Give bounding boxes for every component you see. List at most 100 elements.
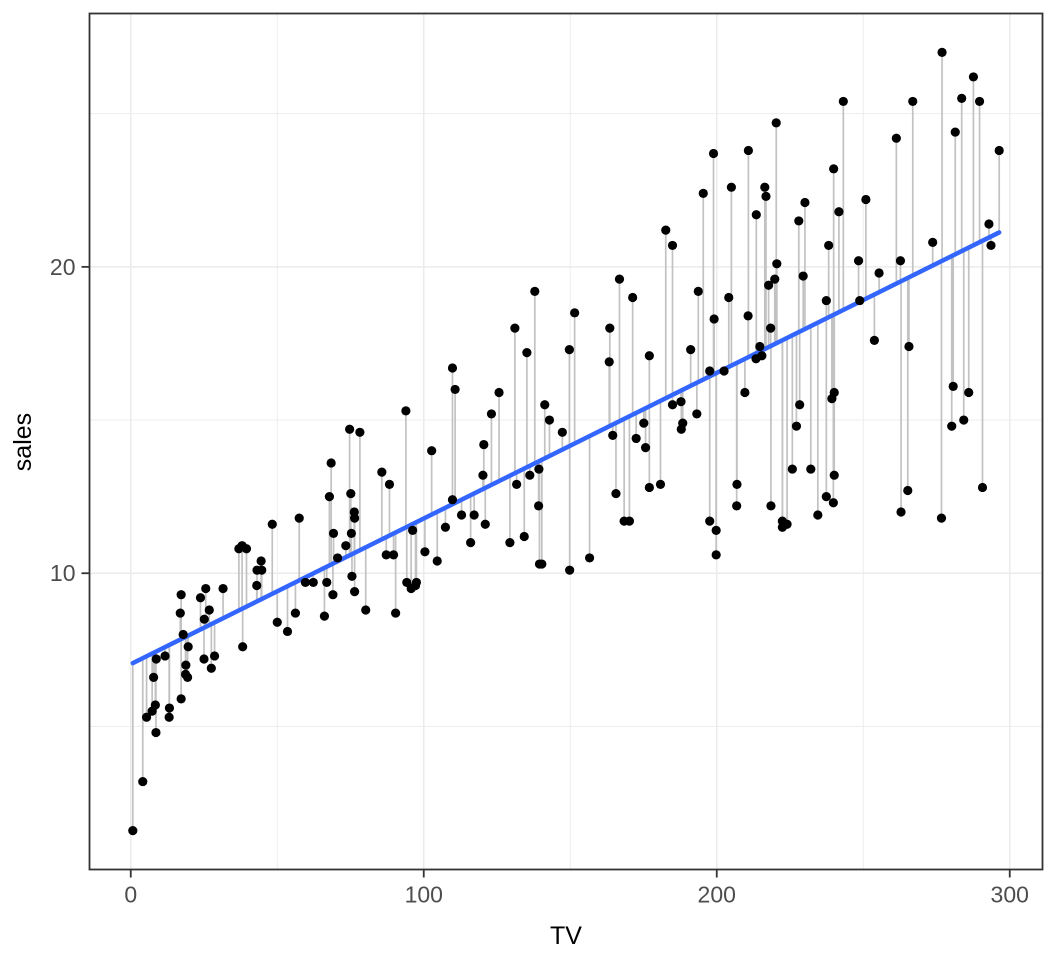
data-point bbox=[181, 660, 191, 670]
data-point bbox=[206, 663, 216, 673]
data-point bbox=[241, 544, 252, 554]
data-point bbox=[676, 397, 686, 407]
data-point bbox=[891, 133, 901, 143]
data-point bbox=[570, 308, 580, 318]
data-point bbox=[984, 219, 994, 229]
data-point bbox=[794, 216, 804, 226]
data-point bbox=[806, 464, 816, 474]
data-point bbox=[813, 510, 823, 520]
data-point bbox=[282, 626, 293, 637]
data-point bbox=[534, 559, 545, 569]
data-point bbox=[751, 210, 761, 220]
data-point bbox=[644, 482, 654, 493]
data-point bbox=[450, 384, 460, 395]
x-tick-label: 300 bbox=[991, 882, 1029, 908]
data-point bbox=[141, 712, 152, 722]
data-point bbox=[432, 556, 442, 566]
data-point bbox=[401, 406, 411, 416]
data-point bbox=[176, 590, 186, 600]
data-point bbox=[427, 446, 437, 456]
data-point bbox=[904, 341, 914, 352]
data-point bbox=[977, 482, 988, 493]
data-point bbox=[290, 608, 301, 618]
data-point bbox=[384, 479, 395, 489]
data-point bbox=[800, 197, 810, 208]
data-point bbox=[757, 351, 767, 361]
data-point bbox=[608, 430, 618, 440]
data-point bbox=[655, 479, 666, 489]
data-point bbox=[661, 225, 671, 235]
data-point bbox=[761, 191, 771, 202]
data-point bbox=[821, 492, 831, 502]
data-point bbox=[209, 651, 220, 661]
data-point bbox=[994, 145, 1004, 156]
data-point bbox=[391, 608, 401, 618]
data-point bbox=[838, 96, 848, 107]
data-point bbox=[534, 501, 544, 511]
data-point bbox=[936, 513, 947, 523]
data-point bbox=[861, 194, 871, 205]
data-point bbox=[732, 501, 742, 511]
data-point bbox=[708, 148, 719, 159]
y-tick-label: 10 bbox=[50, 560, 76, 586]
x-tick-label: 200 bbox=[698, 882, 736, 908]
data-point bbox=[361, 605, 371, 615]
data-point bbox=[149, 672, 159, 683]
data-point bbox=[544, 415, 555, 425]
data-point bbox=[256, 556, 266, 566]
data-point bbox=[138, 776, 148, 787]
data-point bbox=[957, 93, 967, 103]
data-point bbox=[772, 259, 782, 269]
data-point bbox=[388, 550, 399, 560]
data-point bbox=[218, 583, 228, 594]
data-point bbox=[381, 550, 391, 560]
data-point bbox=[719, 366, 729, 376]
data-point bbox=[584, 553, 595, 563]
data-point bbox=[874, 268, 884, 278]
data-point bbox=[743, 145, 753, 156]
data-point bbox=[308, 577, 318, 588]
data-point bbox=[402, 577, 412, 588]
data-point bbox=[319, 611, 330, 621]
data-point bbox=[349, 507, 359, 517]
data-point bbox=[908, 96, 918, 107]
data-point bbox=[530, 286, 540, 296]
data-point bbox=[667, 400, 678, 410]
data-point bbox=[456, 510, 467, 520]
data-point bbox=[614, 274, 625, 284]
data-point bbox=[950, 127, 960, 137]
data-point bbox=[611, 488, 621, 499]
data-point bbox=[183, 642, 193, 652]
x-axis-title: TV bbox=[550, 922, 582, 950]
data-point bbox=[986, 240, 996, 251]
data-point bbox=[466, 538, 476, 548]
data-point bbox=[522, 348, 532, 358]
data-point bbox=[408, 525, 418, 535]
data-point bbox=[447, 363, 458, 373]
data-point bbox=[834, 207, 844, 217]
data-point bbox=[869, 335, 879, 345]
data-point bbox=[740, 387, 750, 398]
data-point bbox=[199, 614, 209, 624]
data-point bbox=[711, 525, 721, 535]
data-point bbox=[705, 516, 715, 526]
data-point bbox=[564, 344, 574, 355]
data-point bbox=[176, 694, 186, 704]
data-point bbox=[346, 528, 356, 539]
data-point bbox=[345, 424, 355, 434]
data-point bbox=[565, 565, 575, 575]
data-point bbox=[853, 256, 864, 266]
data-point bbox=[328, 528, 339, 539]
data-point bbox=[447, 495, 458, 505]
data-point bbox=[534, 464, 544, 474]
data-point bbox=[164, 712, 174, 722]
data-point bbox=[494, 387, 504, 398]
data-point bbox=[795, 400, 805, 410]
data-point bbox=[639, 418, 649, 428]
data-point bbox=[540, 400, 550, 410]
data-point bbox=[204, 605, 214, 615]
data-point bbox=[895, 256, 906, 266]
data-point bbox=[705, 366, 715, 376]
